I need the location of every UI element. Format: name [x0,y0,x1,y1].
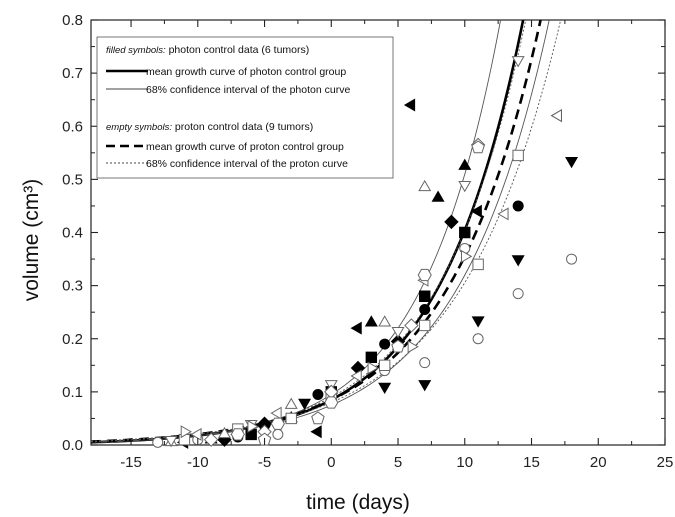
x-tick-label: -5 [258,454,271,471]
legend-photon-ci-label: 68% confidence interval of the photon cu… [146,84,350,96]
axes-layer: -15 -10 -5 0 5 10 15 20 25 0.0 0.1 0.2 0.3 0.4 0.5 0.6 0… [62,12,673,471]
y-tick-label: 0.3 [62,278,83,295]
y-tick-label: 0.2 [62,331,83,348]
proton-triangle-left-point [270,406,282,420]
proton-circle-point [152,436,164,448]
proton-circle-point [566,253,578,265]
legend-photon-header-italic: filled symbols: [106,45,166,56]
legend-photon-mean-label: mean growth curve of photon control grou… [146,66,346,78]
photon-circle-point [379,338,391,350]
proton-triangle-left-point [350,369,362,383]
x-tick-label: 5 [394,454,402,471]
x-tick-label: -15 [120,454,142,471]
photon-square-point [459,226,471,239]
y-tick-label: 0.0 [62,437,83,454]
photon-triangle-down-point [471,316,485,328]
proton-diamond-point [404,318,419,333]
proton-pentagon-point [311,411,325,425]
photon-triangle-down-point [298,398,312,410]
proton-circle-point [512,288,524,300]
photon-triangle-up-point [431,190,445,202]
legend-proton-header-rest: proton control data (9 tumors) [172,121,313,133]
proton-diamond-point [203,432,219,447]
proton-triangle-down-point [164,435,178,448]
y-tick-label: 0.4 [62,225,83,242]
proton-triangle-right-point [461,249,473,263]
x-tick-label: 15 [523,454,540,471]
x-tick-label: -10 [187,454,209,471]
legend-box [96,36,394,179]
legend: filled symbols: photon control data (6 t… [96,36,394,179]
photon-triangle-down-point [418,380,432,392]
legend-proton-ci-label: 68% confidence interval of the proton cu… [146,158,348,170]
proton-square-point [512,149,524,162]
photon-circle-point [312,389,324,401]
proton-square-point [472,258,484,271]
proton-triangle-down-point [391,327,405,339]
proton-square-point [378,359,391,372]
proton-pentagon-point [471,140,485,154]
photon-circle-point [419,304,431,316]
proton-square-point [419,319,431,332]
x-axis-title: time (days) [306,491,410,514]
proton-triangle-right-point [407,340,419,354]
x-tick-label: 25 [657,454,674,471]
legend-proton-header-italic: empty symbols: [106,122,172,133]
photon-triangle-down-point [378,382,392,395]
y-tick-label: 0.6 [62,118,83,135]
proton-triangle-right-point [367,361,379,375]
proton-square-point [285,412,297,425]
proton-circle-point [272,428,284,440]
legend-proton-mean-label: mean growth curve of proton control grou… [146,141,344,153]
x-tick-label: 10 [456,454,473,471]
photon-triangle-up-point [364,315,378,327]
photon-square-point [419,290,431,302]
proton-circle-point [419,357,431,369]
proton-circle-point [472,333,484,345]
y-tick-label: 0.5 [62,171,83,188]
legend-proton-header: empty symbols: proton control data (9 tu… [106,121,313,133]
proton-triangle-down-point [511,56,525,68]
y-axis-title: volume (cm³) [20,179,43,302]
proton-triangle-up-point [418,179,432,192]
proton-triangle-up-point [378,315,392,327]
proton-pentagon-point [391,339,405,353]
y-tick-label: 0.1 [62,384,83,401]
x-tick-label: 20 [590,454,607,471]
proton-triangle-up-point [284,397,298,409]
photon-triangle-down-point [511,255,525,267]
photon-triangle-left-point [350,321,362,335]
photon-triangle-left-point [403,98,416,112]
proton-triangle-right-point [180,425,192,439]
proton-hexagon-point [417,268,432,282]
proton-hexagon-point [270,417,285,430]
legend-photon-header-rest: photon control data (6 tumors) [166,44,310,56]
proton-triangle-left-point [550,109,562,123]
proton-triangle-up-point [217,426,231,439]
photon-triangle-down-point [565,157,579,169]
x-tick-label: 0 [327,454,335,471]
legend-photon-header: filled symbols: photon control data (6 t… [106,44,309,56]
photon-triangle-left-point [470,204,482,218]
y-tick-label: 0.7 [62,65,83,82]
photon-diamond-point [444,214,459,230]
photon-triangle-left-point [310,425,322,439]
photon-triangle-up-point [458,158,472,170]
photon-circle-point [512,200,524,212]
proton-hexagon-point [230,428,245,441]
photon-square-point [365,351,378,364]
proton-triangle-right-point [247,419,259,433]
y-tick-label: 0.8 [62,12,83,29]
proton-triangle-left-point [497,207,509,221]
proton-triangle-left-point [190,427,202,441]
proton-hexagon-point [324,396,339,409]
proton-triangle-down-point [458,180,472,193]
points-layer [152,56,579,449]
